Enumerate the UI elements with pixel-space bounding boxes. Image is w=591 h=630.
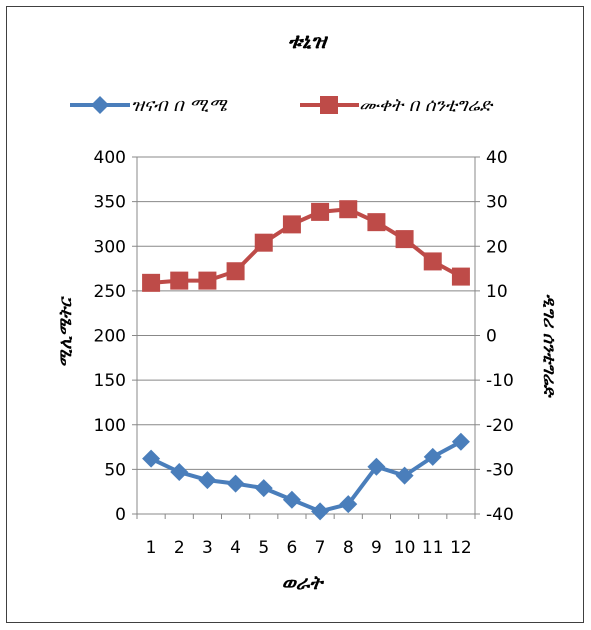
rainfall-point	[170, 463, 189, 482]
legend-label-temperature: ሙቀት በ ሰንቲግሬድ	[359, 95, 494, 116]
temperature-point	[367, 213, 386, 232]
temperature-point	[282, 215, 301, 234]
left-axis-ticks: 0 50 100 150 200 250 300 350 400	[94, 148, 126, 525]
chart: ቱኒዝ ዝናብ በ ሚሜ ሙቀት በ ሰንቲግሬድ 05010015020025…	[56, 29, 559, 594]
temperature-point	[311, 202, 330, 221]
right-tick-label: 40	[486, 148, 508, 168]
x-tick-label: 4	[230, 538, 241, 558]
rainfall-point	[395, 466, 414, 485]
x-tick-label: 2	[174, 538, 185, 558]
temperature-point	[339, 200, 358, 219]
left-tick-label: 300	[94, 237, 126, 257]
right-tick-label: -40	[486, 505, 514, 525]
y-axis-title: ሚሊሜትር	[56, 296, 76, 368]
rainfall-point	[451, 432, 470, 451]
x-tick-label: 8	[343, 538, 354, 558]
series-line-rainfall	[150, 439, 462, 514]
temperature-point	[170, 271, 189, 290]
legend-label-rainfall: ዝናብ በ ሚሜ	[131, 95, 227, 116]
x-tick-label: 1	[146, 538, 157, 558]
temperature-point	[254, 233, 273, 252]
x-tick-label: 10	[394, 538, 416, 558]
right-tick-label: 30	[486, 193, 508, 213]
y2-axis-title: ዲግሪ ሰንቲግሬድ	[539, 294, 559, 399]
right-tick-label: -30	[486, 460, 514, 480]
rainfall-point	[339, 495, 358, 514]
x-tick-label: 12	[450, 538, 472, 558]
chart-title: ቱኒዝ	[288, 29, 329, 53]
x-tick-label: 5	[258, 538, 269, 558]
chart-frame: ቱኒዝ ዝናብ በ ሚሜ ሙቀት በ ሰንቲግሬድ 0 50 100 150 200 25…	[6, 6, 584, 623]
x-tick-label: 6	[287, 538, 298, 558]
left-tick-label: 100	[94, 416, 126, 436]
temperature-point	[423, 252, 442, 271]
rainfall-point	[226, 474, 245, 493]
left-tick-label: 350	[94, 193, 126, 213]
left-tick-label: 200	[94, 327, 126, 347]
x-tick-label: 11	[422, 538, 444, 558]
left-tick-label: 250	[94, 282, 126, 302]
x-axis-ticks: 1 2 3 4 5 6 7 8 9 10 11 12	[146, 538, 472, 558]
temperature-point	[395, 230, 414, 249]
rainfall-point	[282, 490, 301, 509]
x-tick-label: 7	[315, 538, 326, 558]
temperature-point	[142, 273, 161, 292]
left-tick-label: 400	[94, 148, 126, 168]
legend: ዝናብ በ ሚሜ ሙቀት በ ሰንቲግሬድ	[70, 95, 494, 116]
right-tick-label: 10	[486, 282, 508, 302]
right-axis-ticks: -40 -30 -20 -10 0 10 20 30 40	[486, 148, 514, 525]
right-tick-label: 20	[486, 237, 508, 257]
right-tick-label: 0	[486, 327, 497, 347]
legend-item-temperature: ሙቀት በ ሰንቲግሬድ	[300, 95, 494, 116]
temperature-point	[198, 271, 217, 290]
left-tick-label: 0	[115, 505, 126, 525]
right-tick-label: -10	[486, 371, 514, 391]
left-tick-label: 50	[104, 460, 126, 480]
rainfall-point	[142, 449, 161, 468]
x-axis-title: ወራት	[282, 572, 325, 594]
rainfall-point	[254, 479, 273, 498]
x-tick-label: 9	[371, 538, 382, 558]
rainfall-point	[367, 457, 386, 476]
legend-item-rainfall: ዝናብ በ ሚሜ	[70, 95, 227, 116]
rainfall-point	[423, 447, 442, 466]
x-tick-label: 3	[202, 538, 213, 558]
series	[142, 200, 470, 521]
temperature-point	[226, 262, 245, 281]
left-tick-label: 150	[94, 371, 126, 391]
rainfall-point	[198, 471, 217, 490]
right-tick-label: -20	[486, 416, 514, 436]
temperature-point	[451, 267, 470, 286]
rainfall-point	[311, 502, 330, 521]
gridlines	[132, 156, 480, 519]
